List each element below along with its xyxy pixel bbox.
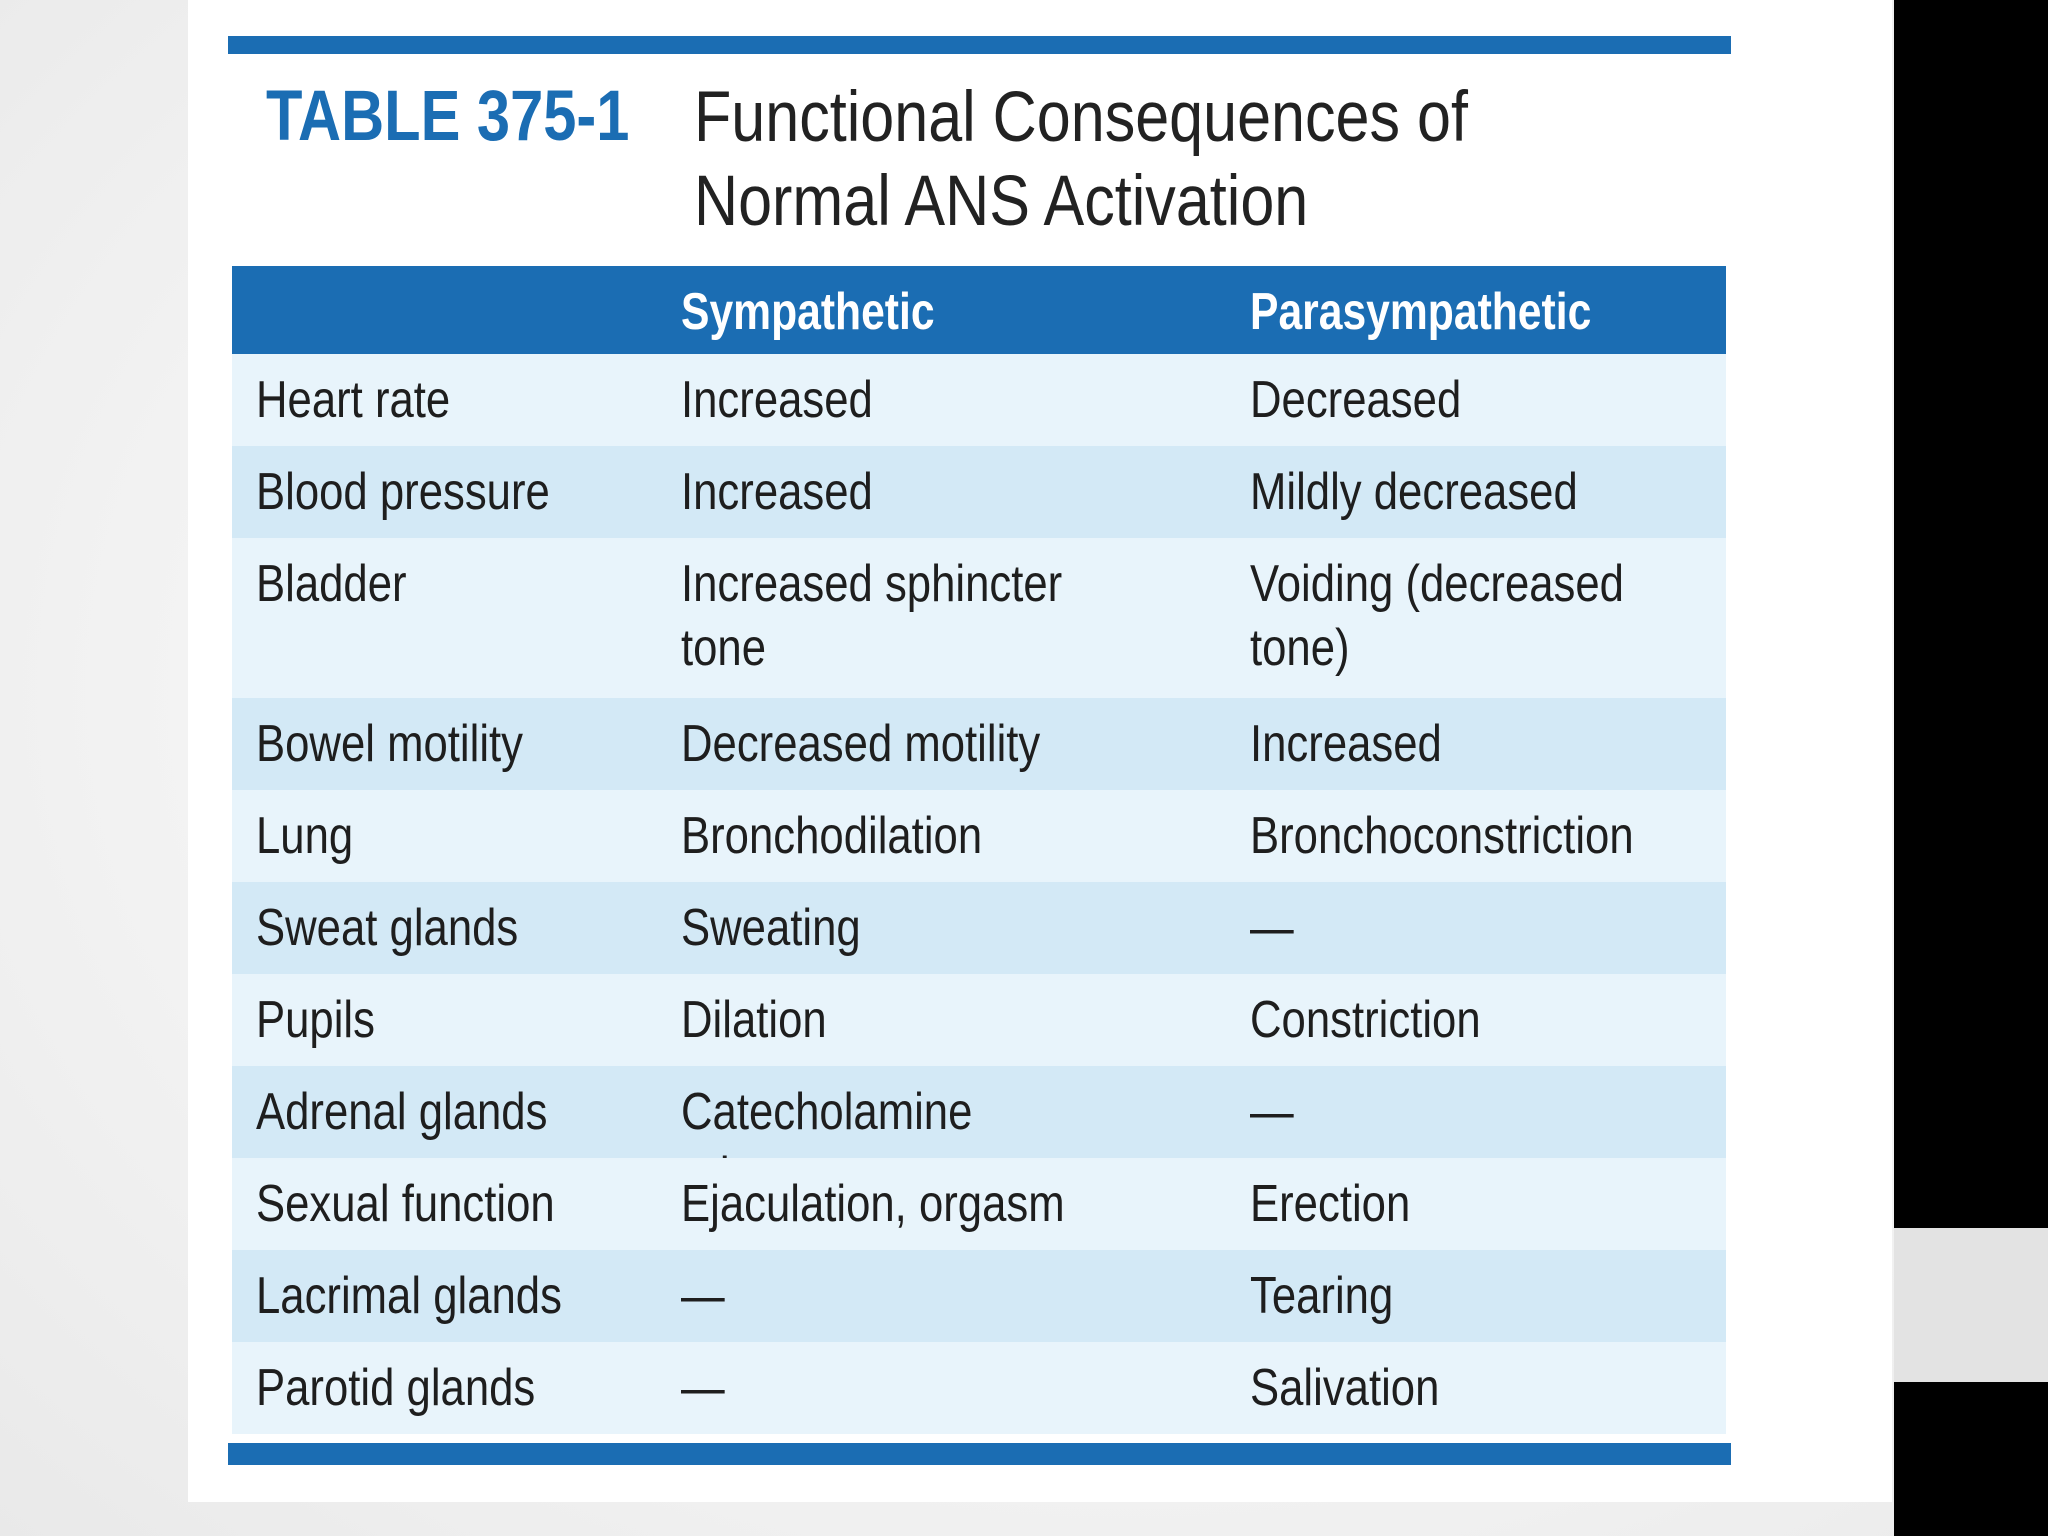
cell-parasympathetic: Erection [1250, 1175, 1411, 1233]
cell-parasympathetic: Voiding (decreased tone) [1250, 555, 1624, 677]
cell-organ: Lacrimal glands [256, 1267, 562, 1325]
top-rule [228, 36, 1731, 54]
table-number: TABLE 375-1 [266, 77, 630, 156]
table-row: Heart rate Increased Decreased [232, 354, 1726, 446]
cell-organ: Pupils [256, 991, 375, 1049]
cell-parasympathetic: Bronchoconstriction [1250, 807, 1634, 865]
cell-parasympathetic: — [1250, 1083, 1294, 1141]
cell-parasympathetic: Tearing [1250, 1267, 1394, 1325]
table-row: Sexual function Ejaculation, orgasm Erec… [232, 1158, 1726, 1250]
table-row: Sweat glands Sweating — [232, 882, 1726, 974]
table-header-row: Sympathetic Parasympathetic [232, 266, 1726, 354]
cell-parasympathetic: — [1250, 899, 1294, 957]
cell-organ: Lung [256, 807, 354, 865]
cell-sympathetic: Dilation [681, 991, 827, 1049]
table-row: Parotid glands — Salivation [232, 1342, 1726, 1434]
cell-sympathetic: Increased [681, 371, 873, 429]
table-row: Lung Bronchodilation Bronchoconstriction [232, 790, 1726, 882]
cell-organ: Parotid glands [256, 1359, 536, 1417]
cell-parasympathetic: Mildly decreased [1250, 463, 1578, 521]
cell-organ: Adrenal glands [256, 1083, 548, 1141]
cell-sympathetic: Increased [681, 463, 873, 521]
table-caption: Functional Consequences of Normal ANS Ac… [694, 78, 1468, 241]
table-row: Blood pressure Increased Mildly decrease… [232, 446, 1726, 538]
header-sympathetic: Sympathetic [681, 283, 935, 341]
cell-parasympathetic: Decreased [1250, 371, 1462, 429]
cell-organ: Blood pressure [256, 463, 550, 521]
table-row: Adrenal glands Catecholamine release — [232, 1066, 1726, 1205]
cell-sympathetic: Sweating [681, 899, 861, 957]
cell-sympathetic: Increased sphincter tone [681, 555, 1063, 677]
table-row: Bladder Increased sphincter tone Voiding… [232, 538, 1726, 698]
cell-organ: Heart rate [256, 371, 451, 429]
table-row: Bowel motility Decreased motility Increa… [232, 698, 1726, 790]
cell-sympathetic: — [681, 1359, 725, 1417]
bottom-rule [228, 1443, 1731, 1465]
cell-sympathetic: — [681, 1267, 725, 1325]
cell-sympathetic: Decreased motility [681, 715, 1041, 773]
cell-sympathetic: Bronchodilation [681, 807, 983, 865]
cell-parasympathetic: Constriction [1250, 991, 1481, 1049]
cell-sympathetic: Ejaculation, orgasm [681, 1175, 1065, 1233]
table-row: Pupils Dilation Constriction [232, 974, 1726, 1066]
right-grey-box [1894, 1228, 2048, 1382]
cell-organ: Sweat glands [256, 899, 519, 957]
cell-parasympathetic: Increased [1250, 715, 1442, 773]
cell-organ: Bladder [256, 555, 407, 613]
table-row: Lacrimal glands — Tearing [232, 1250, 1726, 1342]
cell-parasympathetic: Salivation [1250, 1359, 1440, 1417]
cell-sympathetic: Catecholamine release [681, 1083, 973, 1205]
cell-organ: Bowel motility [256, 715, 524, 773]
cell-organ: Sexual function [256, 1175, 555, 1233]
ans-table: Sympathetic Parasympathetic Heart rate I… [232, 266, 1726, 1434]
header-parasympathetic: Parasympathetic [1250, 283, 1592, 341]
